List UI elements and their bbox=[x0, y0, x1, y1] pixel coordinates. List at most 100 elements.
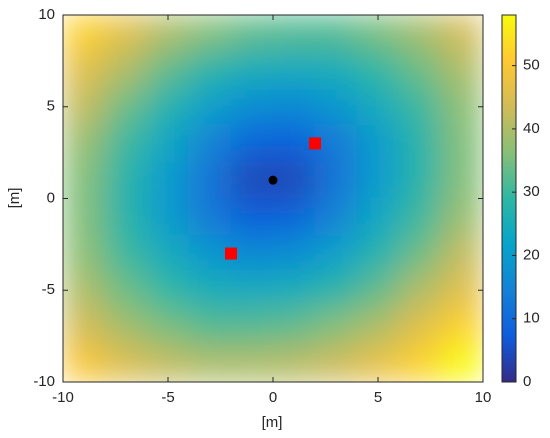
colorbar-tick-label: 40 bbox=[523, 120, 540, 137]
heat-cell bbox=[104, 198, 148, 236]
heat-cell bbox=[188, 308, 232, 346]
heat-cell bbox=[440, 308, 483, 346]
y-tick-label: 0 bbox=[47, 189, 55, 206]
heat-cell bbox=[146, 271, 190, 310]
heat-cell bbox=[398, 344, 442, 382]
x-tick-label: 5 bbox=[374, 389, 382, 406]
heat-cell bbox=[146, 124, 190, 163]
target-marker bbox=[268, 175, 278, 185]
heat-cell bbox=[356, 124, 400, 163]
heat-cell bbox=[63, 15, 106, 53]
heat-cell bbox=[146, 51, 190, 89]
heat-cell bbox=[63, 308, 106, 346]
heat-cell bbox=[272, 51, 316, 89]
heat-cell bbox=[230, 198, 274, 236]
heat-cell bbox=[188, 161, 232, 199]
heat-cell bbox=[398, 161, 442, 199]
heat-cell bbox=[104, 344, 148, 382]
heat-cell bbox=[314, 87, 358, 126]
heat-cell bbox=[314, 234, 358, 273]
heat-cell bbox=[398, 51, 442, 89]
x-tick-label: -10 bbox=[52, 389, 74, 406]
heat-cell bbox=[356, 51, 400, 89]
heat-cell bbox=[188, 15, 232, 53]
heat-cell bbox=[188, 51, 232, 89]
heat-cell bbox=[272, 124, 316, 163]
heat-cell bbox=[440, 51, 483, 89]
heat-cell bbox=[63, 234, 106, 273]
x-tick-label: 0 bbox=[269, 389, 277, 406]
x-axis-label: [m] bbox=[262, 414, 283, 431]
heat-cell bbox=[230, 87, 274, 126]
heat-cell bbox=[63, 51, 106, 89]
heat-cell bbox=[440, 15, 483, 53]
heat-cell bbox=[230, 51, 274, 89]
heat-cell bbox=[398, 234, 442, 273]
heat-cell bbox=[356, 308, 400, 346]
heat-cell bbox=[104, 15, 148, 53]
colorbar-tick-label: 0 bbox=[523, 373, 531, 390]
foreground: -10 -5 0 5 10 -10 -5 0 5 10 0 10 20 30 40 50 bbox=[33, 6, 539, 406]
colorbar-tick-label: 10 bbox=[523, 310, 540, 327]
heat-cell bbox=[398, 271, 442, 310]
heat-cell bbox=[146, 87, 190, 126]
heat-cell bbox=[356, 234, 400, 273]
colorbar-tick-label: 50 bbox=[523, 57, 540, 74]
heat-cell bbox=[146, 15, 190, 53]
heat-cell bbox=[356, 15, 400, 53]
heat-cell bbox=[314, 271, 358, 310]
y-tick-label: -5 bbox=[42, 281, 55, 298]
heat-cell bbox=[104, 234, 148, 273]
heat-cell bbox=[104, 161, 148, 199]
heat-cell bbox=[188, 198, 232, 236]
heat-cell bbox=[440, 87, 483, 126]
heat-cell bbox=[63, 271, 106, 310]
x-tick-label: -5 bbox=[161, 389, 174, 406]
heat-cell bbox=[398, 308, 442, 346]
anchor-marker bbox=[225, 247, 237, 260]
colorbar bbox=[501, 14, 517, 383]
heat-cell bbox=[272, 161, 316, 199]
heat-cell bbox=[356, 161, 400, 199]
heat-cell bbox=[104, 51, 148, 89]
y-tick-label: 5 bbox=[47, 98, 55, 115]
heat-cell bbox=[63, 87, 106, 126]
heat-cell bbox=[63, 198, 106, 236]
heat-cell bbox=[230, 124, 274, 163]
heat-cell bbox=[314, 15, 358, 53]
heat-cell bbox=[104, 271, 148, 310]
heat-cell bbox=[188, 87, 232, 126]
heat-cell bbox=[63, 161, 106, 199]
heat-cell bbox=[230, 15, 274, 53]
colorbar-tick-label: 20 bbox=[523, 246, 540, 263]
heat-cell bbox=[272, 308, 316, 346]
heat-cell bbox=[188, 234, 232, 273]
heat-cell bbox=[188, 124, 232, 163]
y-axis-label: [m] bbox=[6, 188, 23, 209]
heat-cell bbox=[272, 344, 316, 382]
heat-cell bbox=[356, 271, 400, 310]
heatmap bbox=[63, 15, 483, 382]
heat-cell bbox=[272, 87, 316, 126]
heat-cell bbox=[230, 344, 274, 382]
heat-cell bbox=[440, 234, 483, 273]
heat-cell bbox=[314, 51, 358, 89]
heat-cell bbox=[314, 124, 358, 163]
heatmap-cells bbox=[63, 15, 483, 382]
heat-cell bbox=[63, 124, 106, 163]
heat-cell bbox=[314, 308, 358, 346]
heat-cell bbox=[230, 271, 274, 310]
heat-cell bbox=[398, 87, 442, 126]
heat-cell bbox=[356, 344, 400, 382]
heat-cell bbox=[230, 161, 274, 199]
heat-cell bbox=[146, 161, 190, 199]
heat-cell bbox=[146, 198, 190, 236]
heat-cell bbox=[272, 15, 316, 53]
heat-cell bbox=[314, 161, 358, 199]
heat-cell bbox=[146, 308, 190, 346]
x-tick-label: 10 bbox=[475, 389, 492, 406]
heat-cell bbox=[272, 234, 316, 273]
heat-cell bbox=[440, 124, 483, 163]
heat-cell bbox=[398, 15, 442, 53]
